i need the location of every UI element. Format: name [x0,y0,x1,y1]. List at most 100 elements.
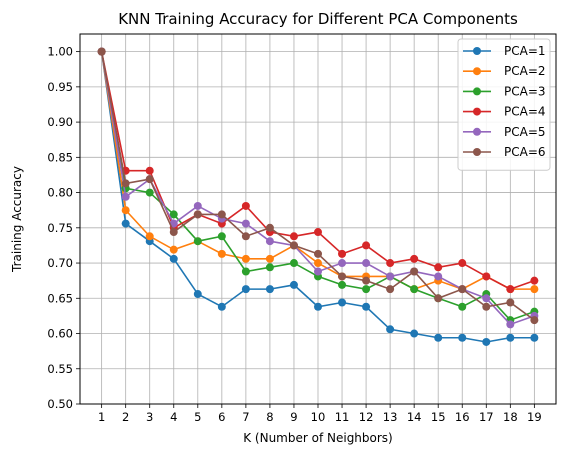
data-point [506,320,515,329]
data-point [169,254,178,263]
y-tick-label: 0.75 [47,221,73,235]
chart-title: KNN Training Accuracy for Different PCA … [118,10,518,28]
data-point [338,259,347,268]
x-axis: 1 2 3 4 5 6 7 8 9 10 11 12 13 14 15 16 17 18 19 [98,404,542,424]
data-point [482,337,491,346]
data-point [386,285,395,294]
y-tick-label: 0.70 [47,256,73,270]
data-point [482,294,491,303]
y-tick-label: 1.00 [47,45,73,59]
data-point [169,228,178,237]
data-point [386,259,395,268]
x-tick-label: 1 [98,410,105,424]
y-tick-label: 0.65 [47,291,73,305]
data-point [169,210,178,219]
data-point [386,272,395,281]
data-point [410,267,419,276]
data-point [265,237,274,246]
data-point [314,259,322,268]
y-tick-label: 0.55 [47,362,73,376]
data-point [530,333,539,342]
legend-label: PCA=6 [504,145,546,159]
data-point [217,232,226,241]
data-point [362,302,371,311]
x-tick-label: 9 [290,410,297,424]
legend-item: PCA=4 [463,105,546,119]
y-tick-label: 0.80 [47,186,73,200]
x-tick-label: 15 [431,410,446,424]
data-point [217,302,226,311]
data-point [265,223,274,232]
data-point [145,175,154,184]
legend-marker [473,67,481,76]
x-tick-label: 12 [359,410,374,424]
data-point [386,325,395,334]
series-group [97,47,539,346]
x-tick-label: 19 [527,410,542,424]
data-point [506,285,515,294]
data-point [338,298,347,307]
data-point [241,219,250,228]
y-tick-label: 0.60 [47,327,73,341]
legend-item: PCA=1 [463,44,546,58]
data-point [530,285,539,294]
data-point [314,302,322,311]
x-tick-label: 10 [311,410,326,424]
y-tick-label: 0.95 [47,80,73,94]
data-point [482,272,491,281]
legend-label: PCA=2 [504,64,546,78]
legend-item: PCA=6 [463,145,546,159]
legend-item: PCA=3 [463,84,546,98]
data-point [121,219,130,228]
data-point [506,298,515,307]
x-tick-label: 8 [266,410,273,424]
data-point [530,276,539,285]
data-point [193,201,202,210]
x-tick-label: 16 [455,410,470,424]
data-point [338,272,347,281]
data-point [145,232,154,241]
data-point [145,166,154,175]
data-point [458,333,467,342]
data-point [241,254,250,263]
x-tick-label: 18 [503,410,518,424]
x-tick-label: 14 [407,410,422,424]
data-point [458,302,467,311]
legend: PCA=1 PCA=2 PCA=3 PCA=4 PCA=5 PCA=6 [457,38,551,171]
data-point [434,263,443,272]
data-point [121,206,130,215]
data-point [97,47,106,56]
data-point [193,237,202,246]
data-point [241,232,250,241]
data-point [458,285,467,294]
data-point [241,285,250,294]
y-tick-label: 0.85 [47,150,73,164]
legend-marker [473,47,481,55]
data-point [458,259,467,268]
x-tick-label: 11 [335,410,350,424]
data-point [193,290,202,299]
x-tick-label: 7 [242,410,249,424]
legend-label: PCA=4 [504,105,546,119]
legend-marker [473,148,481,156]
data-point [169,219,178,228]
x-axis-label: K (Number of Neighbors) [243,431,393,445]
legend-label: PCA=3 [504,84,546,98]
x-tick-label: 3 [146,410,153,424]
y-axis-label: Training Accuracy [10,166,24,273]
series-pca-6 [97,47,539,325]
data-point [121,192,130,201]
x-tick-label: 17 [479,410,494,424]
data-point [314,267,322,276]
data-point [265,254,274,263]
x-tick-label: 6 [218,410,225,424]
data-point [362,241,371,250]
data-point [362,259,371,268]
data-point [145,188,154,197]
data-point [434,294,443,303]
x-tick-label: 2 [122,410,129,424]
data-point [217,249,226,258]
legend-label: PCA=1 [504,44,546,58]
data-point [362,285,371,294]
data-point [241,267,250,276]
